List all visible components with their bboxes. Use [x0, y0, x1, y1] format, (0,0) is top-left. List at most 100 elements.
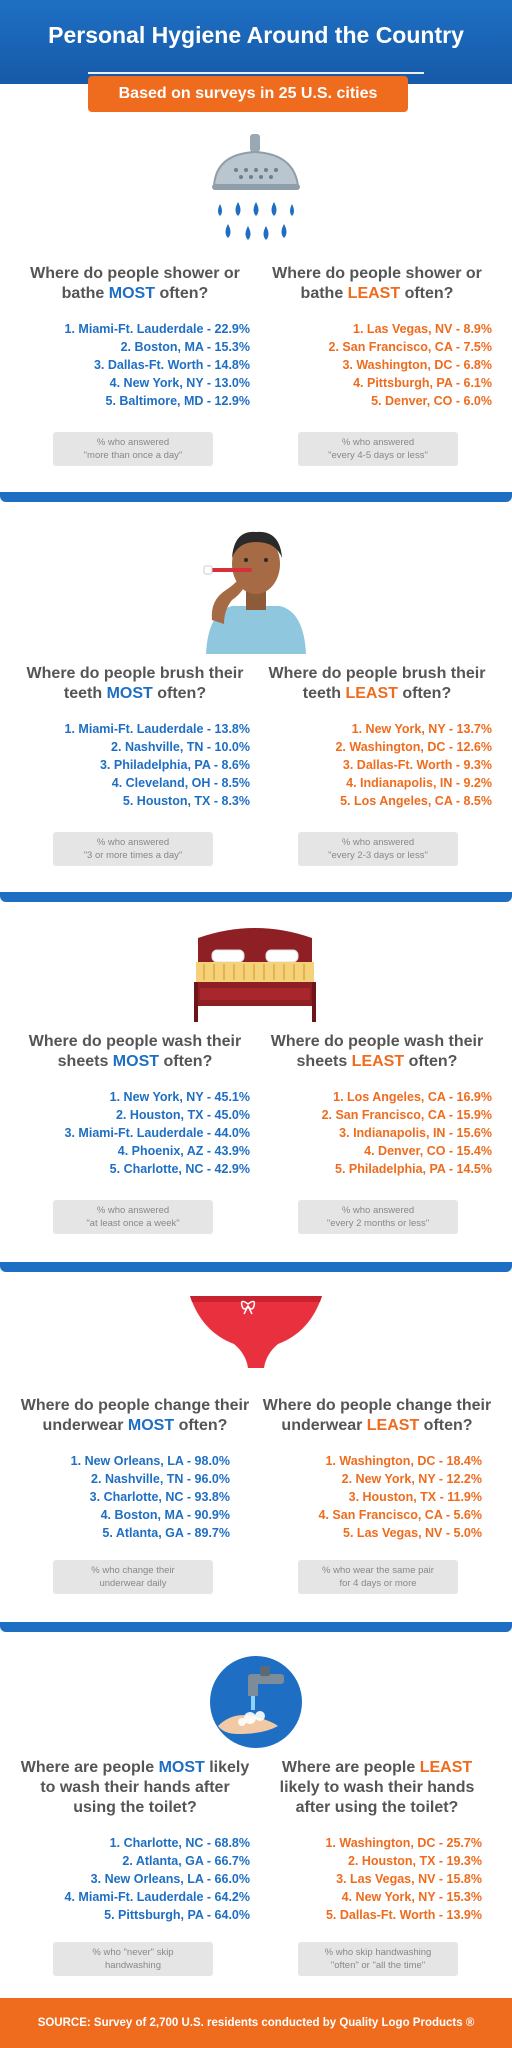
shower-head-icon	[206, 134, 306, 259]
list-item: 2. Nashville, TN - 96.0%	[91, 1472, 230, 1486]
list-item: 3. Houston, TX - 11.9%	[348, 1490, 482, 1504]
question-most: Where do people change their underwear M…	[20, 1396, 250, 1436]
note-line: % who skip handwashing	[324, 1947, 432, 1958]
least-column: Where do people change their underwear L…	[262, 1396, 492, 1542]
note-line: for 4 days or more	[339, 1578, 417, 1589]
list-item: 1. New York, NY - 13.7%	[351, 722, 492, 736]
header-band	[0, 0, 512, 84]
header: Personal Hygiene Around the Country Base…	[0, 0, 512, 112]
list-item: 2. New York, NY - 12.2%	[341, 1472, 482, 1486]
note-line: underwear daily	[99, 1578, 167, 1589]
section-divider	[0, 1622, 512, 1632]
most-column: Where are people MOST likely to wash the…	[20, 1758, 250, 1924]
note-most: % who "never" skip handwashing	[53, 1942, 213, 1976]
list-item: 3. Dallas-Ft. Worth - 14.8%	[93, 358, 250, 372]
ranking-list-least: 1. Las Vegas, NV - 8.9% 2. San Francisco…	[262, 320, 492, 410]
section-divider	[0, 892, 512, 902]
note-line: "often" or "all the time"	[330, 1960, 426, 1971]
question-key: MOST	[108, 285, 155, 302]
question-key: MOST	[112, 1053, 160, 1070]
section-handwashing: Where are people MOST likely to wash the…	[0, 1632, 512, 1998]
list-item: 3. Dallas-Ft. Worth - 9.3%	[342, 758, 492, 772]
list-item: 5. Charlotte, NC - 42.9%	[109, 1162, 250, 1176]
list-item: 1. Miami-Ft. Lauderdale - 22.9%	[64, 322, 250, 336]
ranking-list-most: 1. Miami-Ft. Lauderdale - 22.9% 2. Bosto…	[20, 320, 250, 410]
list-item: 5. Dallas-Ft. Worth - 13.9%	[325, 1908, 482, 1922]
list-item: 3. Philadelphia, PA - 8.6%	[99, 758, 250, 772]
ranking-list-least: 1. Washington, DC - 18.4% 2. New York, N…	[262, 1452, 492, 1542]
question-key: LEAST	[347, 285, 401, 302]
list-item: 4. Phoenix, AZ - 43.9%	[117, 1144, 250, 1158]
question-text-end: often?	[400, 285, 454, 302]
section-teeth: Where do people brush their teeth MOST o…	[0, 502, 512, 892]
note-line: % who wear the same pair	[322, 1565, 434, 1576]
least-column: Where are people LEAST likely to wash th…	[262, 1758, 492, 1924]
question-key: LEAST	[366, 1417, 420, 1434]
note-line: "more than once a day"	[83, 450, 183, 461]
note-least: % who answered "every 2 months or less"	[298, 1200, 458, 1234]
question-text-end: likely to wash their hands after using t…	[40, 1759, 250, 1816]
list-item: 4. Boston, MA - 90.9%	[100, 1508, 230, 1522]
question-most: Where do people brush their teeth MOST o…	[20, 664, 250, 704]
question-key: LEAST	[419, 1759, 473, 1776]
bed-icon	[190, 924, 320, 1029]
note-line: % who answered	[341, 837, 415, 848]
list-item: 2. Houston, TX - 19.3%	[347, 1854, 482, 1868]
question-text: Where are people	[281, 1759, 420, 1776]
question-text: Where do people shower or bathe	[30, 265, 240, 302]
list-item: 1. Las Vegas, NV - 8.9%	[353, 322, 492, 336]
list-item: 5. Houston, TX - 8.3%	[122, 794, 250, 808]
ranking-list-least: 1. Los Angeles, CA - 16.9% 2. San Franci…	[262, 1088, 492, 1178]
list-item: 3. Las Vegas, NV - 15.8%	[336, 1872, 482, 1886]
note-line: % who answered	[96, 437, 170, 448]
question-text: Where do people change their underwear	[20, 1397, 250, 1434]
question-text-end: often?	[155, 285, 209, 302]
list-item: 2. San Francisco, CA - 15.9%	[321, 1108, 492, 1122]
list-item: 5. Pittsburgh, PA - 64.0%	[104, 1908, 250, 1922]
section-shower: Where do people shower or bathe MOST oft…	[0, 112, 512, 492]
hand-washing-faucet-icon	[208, 1654, 304, 1755]
ranking-list-most: 1. New York, NY - 45.1% 2. Houston, TX -…	[20, 1088, 250, 1178]
question-text-end: often?	[397, 685, 452, 702]
note-line: "every 4-5 days or less"	[328, 450, 428, 461]
list-item: 2. Nashville, TN - 10.0%	[111, 740, 250, 754]
list-item: 5. Baltimore, MD - 12.9%	[105, 394, 251, 408]
question-key: MOST	[158, 1759, 205, 1776]
section-sheets: Where do people wash their sheets MOST o…	[0, 902, 512, 1262]
note-line: "every 2-3 days or less"	[328, 850, 428, 861]
least-column: Where do people wash their sheets LEAST …	[262, 1032, 492, 1178]
page-title: Personal Hygiene Around the Country	[48, 22, 464, 48]
least-column: Where do people brush their teeth LEAST …	[262, 664, 492, 810]
question-least: Where do people change their underwear L…	[262, 1396, 492, 1436]
list-item: 4. Denver, CO - 15.4%	[364, 1144, 492, 1158]
list-item: 1. Los Angeles, CA - 16.9%	[333, 1090, 492, 1104]
list-item: 1. New Orleans, LA - 98.0%	[70, 1454, 230, 1468]
list-item: 4. Indianapolis, IN - 9.2%	[346, 776, 492, 790]
question-text: Where do people change their underwear	[262, 1397, 492, 1434]
list-item: 3. Washington, DC - 6.8%	[342, 358, 492, 372]
note-line: % who change their	[91, 1565, 175, 1576]
note-line: % who answered	[341, 437, 415, 448]
list-item: 4. Miami-Ft. Lauderdale - 64.2%	[64, 1890, 250, 1904]
question-text: Where do people brush their teeth	[26, 665, 244, 702]
section-divider	[0, 492, 512, 502]
underwear-icon	[186, 1292, 326, 1377]
most-column: Where do people brush their teeth MOST o…	[20, 664, 250, 810]
section-divider	[0, 1262, 512, 1272]
question-least: Where do people brush their teeth LEAST …	[262, 664, 492, 704]
list-item: 1. Washington, DC - 18.4%	[325, 1454, 482, 1468]
list-item: 1. Washington, DC - 25.7%	[325, 1836, 482, 1850]
ranking-list-most: 1. New Orleans, LA - 98.0% 2. Nashville,…	[20, 1452, 250, 1542]
question-least: Where are people LEAST likely to wash th…	[262, 1758, 492, 1818]
list-item: 3. Indianapolis, IN - 15.6%	[339, 1126, 492, 1140]
list-item: 4. Cleveland, OH - 8.5%	[111, 776, 250, 790]
list-item: 2. San Francisco, CA - 7.5%	[328, 340, 492, 354]
list-item: 5. Atlanta, GA - 89.7%	[102, 1526, 230, 1540]
question-text: Where are people	[20, 1759, 159, 1776]
question-text-end: often?	[404, 1053, 458, 1070]
ranking-list-least: 1. Washington, DC - 25.7% 2. Houston, TX…	[262, 1834, 492, 1924]
most-column: Where do people wash their sheets MOST o…	[20, 1032, 250, 1178]
least-column: Where do people shower or bathe LEAST of…	[262, 264, 492, 410]
list-item: 3. Miami-Ft. Lauderdale - 44.0%	[64, 1126, 250, 1140]
question-key: LEAST	[345, 685, 398, 702]
